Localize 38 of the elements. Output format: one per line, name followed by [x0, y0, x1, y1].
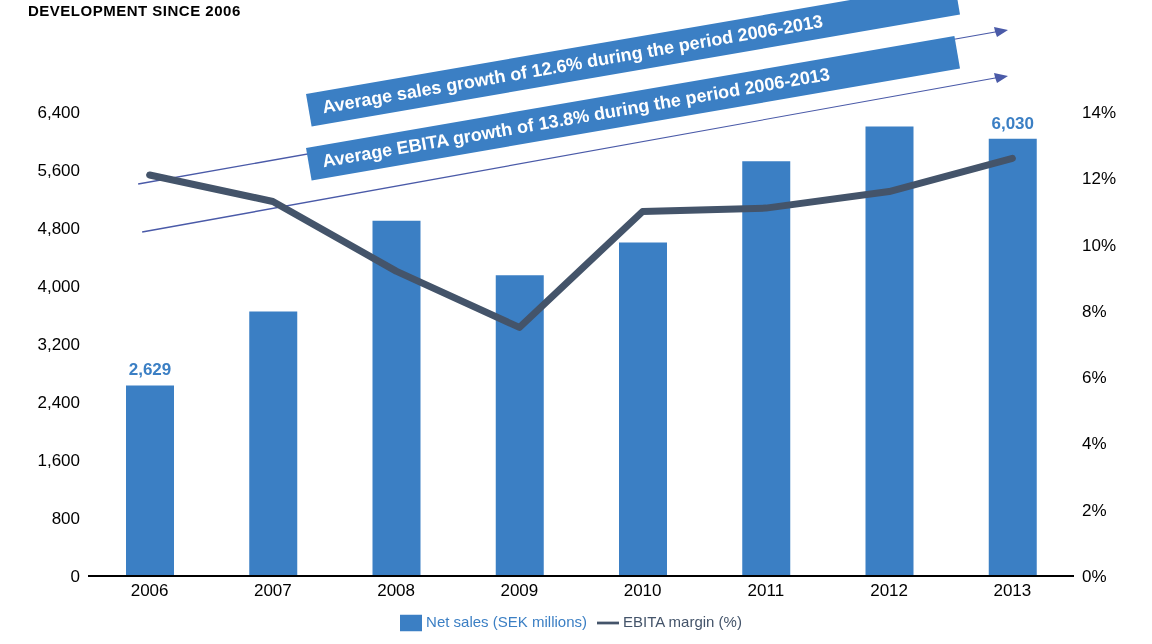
y-tick-label: 3,200	[37, 335, 80, 355]
x-tick-label: 2012	[870, 581, 909, 601]
bar	[619, 242, 667, 576]
x-tick-label: 2011	[747, 581, 785, 601]
bar	[865, 126, 914, 576]
x-tick-label: 2008	[377, 581, 416, 601]
y2-tick-label: 12%	[1082, 169, 1117, 189]
bar	[988, 138, 1037, 576]
bar	[742, 161, 791, 576]
y2-tick-label: 0%	[1082, 567, 1107, 587]
y-tick-label: 6,400	[37, 103, 80, 123]
y-tick-label: 4,800	[37, 219, 80, 239]
bar	[126, 385, 174, 576]
y2-tick-label: 8%	[1082, 301, 1107, 321]
data-label: 6,030	[991, 113, 1035, 133]
data-label: 2,629	[128, 360, 172, 380]
y-tick-label: 0	[70, 567, 80, 587]
y-tick-label: 2,400	[37, 393, 80, 413]
chart-title: DEVELOPMENT SINCE 2006	[28, 2, 241, 19]
legend-label: EBITA margin (%)	[622, 612, 742, 630]
y2-tick-label: 14%	[1082, 103, 1117, 123]
x-tick-label: 2013	[993, 581, 1032, 601]
y-tick-label: 4,000	[37, 277, 80, 297]
x-tick-label: 2009	[500, 581, 539, 601]
legend-label: Net sales (SEK millions)	[426, 612, 587, 630]
y-tick-label: 5,600	[37, 161, 80, 181]
y2-tick-label: 6%	[1082, 368, 1107, 388]
bar	[249, 311, 298, 576]
bar	[495, 275, 544, 576]
y2-tick-label: 2%	[1082, 500, 1107, 520]
y2-tick-label: 10%	[1082, 235, 1117, 255]
x-tick-label: 2006	[130, 581, 169, 601]
y2-tick-label: 4%	[1082, 434, 1107, 454]
y-tick-label: 1,600	[37, 451, 80, 471]
bar	[372, 220, 421, 576]
x-tick-label: 2007	[253, 581, 292, 601]
y-tick-label: 800	[51, 509, 80, 529]
x-tick-label: 2010	[623, 581, 662, 601]
